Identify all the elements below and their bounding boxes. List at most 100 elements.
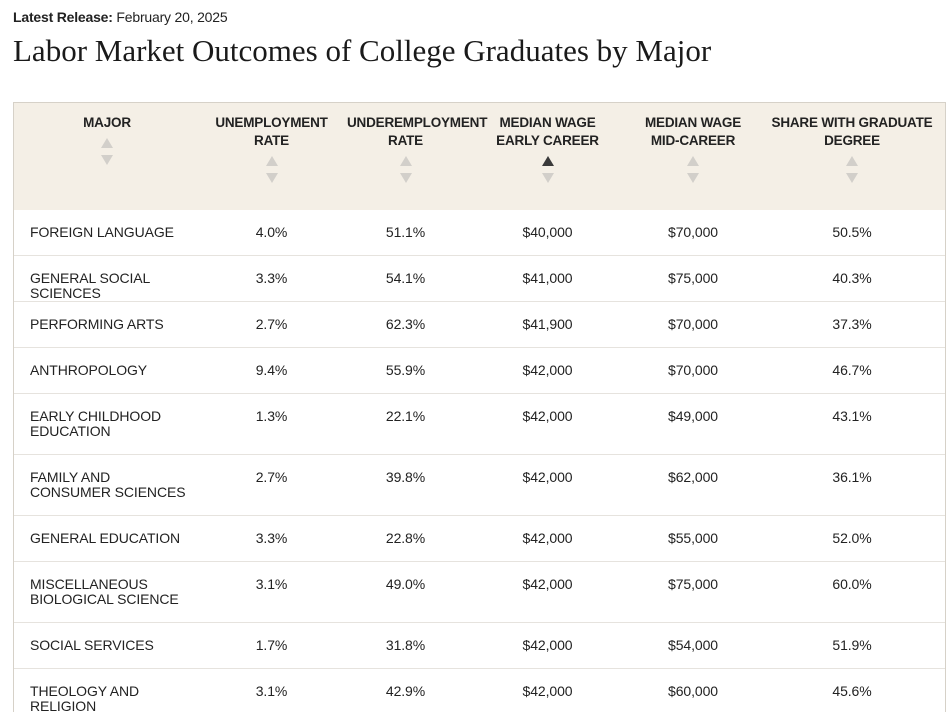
value-cell: 37.3% — [759, 302, 945, 348]
value-cell: $55,000 — [627, 516, 759, 562]
value-cell: 62.3% — [343, 302, 468, 348]
value-cell: $75,000 — [627, 562, 759, 623]
value-cell: 31.8% — [343, 623, 468, 669]
value-cell: $40,000 — [468, 210, 627, 256]
major-cell: MISCELLANEOUS BIOLOGICAL SCIENCE — [14, 562, 200, 623]
value-cell: $42,000 — [468, 348, 627, 394]
page-title: Labor Market Outcomes of College Graduat… — [13, 33, 711, 69]
latest-release: Latest Release: February 20, 2025 — [13, 9, 227, 25]
major-cell: SOCIAL SERVICES — [14, 623, 200, 669]
value-cell: $75,000 — [627, 256, 759, 302]
column-header-label: UNEMPLOYMENT RATE — [204, 114, 339, 150]
major-cell: PERFORMING ARTS — [14, 302, 200, 348]
column-header-label: MEDIAN WAGE MID-CAREER — [631, 114, 755, 150]
sort-descending-icon[interactable] — [846, 173, 858, 183]
value-cell: $70,000 — [627, 348, 759, 394]
column-header-label: MEDIAN WAGE EARLY CAREER — [472, 114, 623, 150]
sort-descending-icon[interactable] — [266, 173, 278, 183]
value-cell: 46.7% — [759, 348, 945, 394]
major-cell: ANTHROPOLOGY — [14, 348, 200, 394]
value-cell: $70,000 — [627, 210, 759, 256]
sort-descending-icon[interactable] — [542, 173, 554, 183]
sort-control[interactable] — [631, 156, 755, 183]
sort-ascending-icon[interactable] — [400, 156, 412, 166]
sort-descending-icon[interactable] — [687, 173, 699, 183]
value-cell: 42.9% — [343, 669, 468, 712]
value-cell: $41,000 — [468, 256, 627, 302]
sort-ascending-icon[interactable] — [542, 156, 554, 166]
value-cell: 36.1% — [759, 455, 945, 516]
value-cell: $42,000 — [468, 623, 627, 669]
major-cell: EARLY CHILDHOOD EDUCATION — [14, 394, 200, 455]
value-cell: 3.1% — [200, 562, 343, 623]
value-cell: 50.5% — [759, 210, 945, 256]
column-header-2[interactable]: UNDEREMPLOYMENT RATE — [343, 103, 468, 210]
major-cell: FAMILY AND CONSUMER SCIENCES — [14, 455, 200, 516]
sort-descending-icon[interactable] — [400, 173, 412, 183]
column-header-4[interactable]: MEDIAN WAGE MID-CAREER — [627, 103, 759, 210]
major-cell: FOREIGN LANGUAGE — [14, 210, 200, 256]
value-cell: $62,000 — [627, 455, 759, 516]
value-cell: 45.6% — [759, 669, 945, 712]
value-cell: $60,000 — [627, 669, 759, 712]
column-header-3[interactable]: MEDIAN WAGE EARLY CAREER — [468, 103, 627, 210]
value-cell: 49.0% — [343, 562, 468, 623]
sort-ascending-icon[interactable] — [846, 156, 858, 166]
value-cell: 9.4% — [200, 348, 343, 394]
major-cell: THEOLOGY AND RELIGION — [14, 669, 200, 712]
value-cell: $49,000 — [627, 394, 759, 455]
sort-control[interactable] — [204, 156, 339, 183]
column-header-0[interactable]: MAJOR — [14, 103, 200, 210]
sort-control[interactable] — [472, 156, 623, 183]
value-cell: $54,000 — [627, 623, 759, 669]
column-header-5[interactable]: SHARE WITH GRADUATE DEGREE — [759, 103, 945, 210]
column-header-1[interactable]: UNEMPLOYMENT RATE — [200, 103, 343, 210]
sort-ascending-icon[interactable] — [101, 138, 113, 148]
latest-release-date: February 20, 2025 — [116, 9, 227, 25]
value-cell: 51.1% — [343, 210, 468, 256]
value-cell: 4.0% — [200, 210, 343, 256]
value-cell: 51.9% — [759, 623, 945, 669]
value-cell: 39.8% — [343, 455, 468, 516]
value-cell: $42,000 — [468, 455, 627, 516]
value-cell: 1.3% — [200, 394, 343, 455]
sort-control[interactable] — [18, 138, 196, 165]
value-cell: 1.7% — [200, 623, 343, 669]
sort-ascending-icon[interactable] — [687, 156, 699, 166]
major-cell: GENERAL SOCIAL SCIENCES — [14, 256, 200, 302]
value-cell: $42,000 — [468, 669, 627, 712]
sort-descending-icon[interactable] — [101, 155, 113, 165]
value-cell: $70,000 — [627, 302, 759, 348]
value-cell: 52.0% — [759, 516, 945, 562]
value-cell: $42,000 — [468, 562, 627, 623]
value-cell: $42,000 — [468, 394, 627, 455]
column-header-label: SHARE WITH GRADUATE DEGREE — [763, 114, 941, 150]
value-cell: 40.3% — [759, 256, 945, 302]
column-header-label: MAJOR — [18, 114, 196, 132]
value-cell: 3.1% — [200, 669, 343, 712]
value-cell: $41,900 — [468, 302, 627, 348]
value-cell: 43.1% — [759, 394, 945, 455]
value-cell: 3.3% — [200, 516, 343, 562]
sort-control[interactable] — [763, 156, 941, 183]
value-cell: 60.0% — [759, 562, 945, 623]
value-cell: 22.8% — [343, 516, 468, 562]
sort-ascending-icon[interactable] — [266, 156, 278, 166]
sort-control[interactable] — [347, 156, 464, 183]
major-cell: GENERAL EDUCATION — [14, 516, 200, 562]
value-cell: $42,000 — [468, 516, 627, 562]
column-header-label: UNDEREMPLOYMENT RATE — [347, 114, 464, 150]
